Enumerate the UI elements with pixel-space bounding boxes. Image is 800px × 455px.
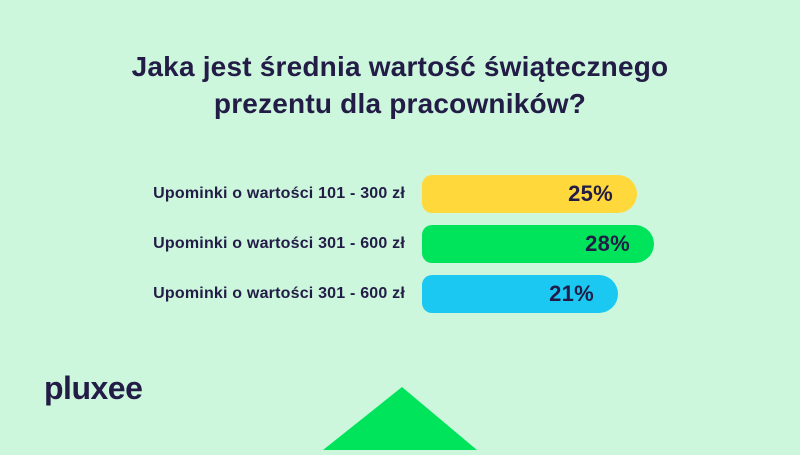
bar-0: 25% (422, 175, 637, 213)
bar-row-0: Upominki o wartości 101 - 300 zł 25% (0, 175, 800, 213)
bar-2: 21% (422, 275, 618, 313)
bar-row-2: Upominki o wartości 301 - 600 zł 21% (0, 275, 800, 313)
up-arrow-triangle-icon (300, 380, 500, 450)
bar-value-1: 28% (585, 231, 630, 256)
bar-label-2: Upominki o wartości 301 - 600 zł (153, 285, 405, 302)
chart-title-line2: prezentu dla pracowników? (213, 88, 587, 119)
bar-label-0: Upominki o wartości 101 - 300 zł (153, 185, 405, 202)
chart-title-line1: Jaka jest średnia wartość świątecznego (131, 51, 669, 82)
bar-label-1: Upominki o wartości 301 - 600 zł (153, 235, 405, 252)
bar-value-2: 21% (549, 281, 594, 306)
bar-value-0: 25% (568, 181, 613, 206)
bar-chart: Upominki o wartości 101 - 300 zł 25% Upo… (0, 175, 800, 325)
bar-row-1: Upominki o wartości 301 - 600 zł 28% (0, 225, 800, 263)
triangle-shape (323, 387, 477, 450)
bar-1: 28% (422, 225, 654, 263)
up-arrow-triangle-svg (323, 387, 477, 450)
chart-title: Jaka jest średnia wartość świątecznego p… (0, 48, 800, 122)
pluxee-logo: pluxee (44, 370, 143, 406)
